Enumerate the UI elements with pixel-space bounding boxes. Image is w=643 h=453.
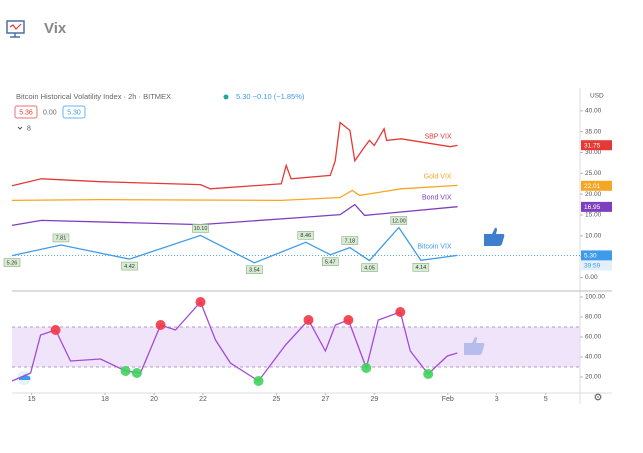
y-tick-label: 100.00 bbox=[585, 294, 605, 301]
signal-marker bbox=[303, 315, 314, 325]
y-tick-label: 10.00 bbox=[585, 233, 602, 240]
value-label: 4.05 bbox=[364, 265, 375, 271]
x-tick-label: 29 bbox=[370, 396, 378, 403]
value-label-box bbox=[361, 263, 378, 272]
settings-icon[interactable]: ⚙ bbox=[594, 393, 603, 404]
value-label-box bbox=[390, 216, 408, 225]
status-dot bbox=[223, 94, 229, 100]
value-label: 4.42 bbox=[124, 264, 135, 270]
value-label: 12.00 bbox=[392, 218, 406, 224]
value-label-box bbox=[341, 236, 359, 245]
y-tick-label: 15.00 bbox=[585, 212, 602, 219]
value-label: 10.10 bbox=[194, 226, 208, 232]
y-tick-label: 20.00 bbox=[585, 374, 602, 381]
series-line bbox=[11, 226, 458, 264]
price-label-box bbox=[581, 180, 612, 191]
signal-marker bbox=[195, 297, 206, 307]
price-label: 22.01 bbox=[584, 183, 601, 190]
x-tick-label: 15 bbox=[28, 396, 36, 403]
signal-marker bbox=[131, 368, 142, 378]
series-label: Gold VIX bbox=[424, 173, 452, 180]
x-tick-label: 18 bbox=[101, 396, 109, 403]
x-tick-label: Feb bbox=[442, 396, 454, 403]
value-label-box bbox=[246, 265, 263, 274]
input-box[interactable] bbox=[62, 105, 86, 119]
series-label: Bitcoin VIX bbox=[417, 243, 452, 250]
y-tick-label: 30.00 bbox=[585, 149, 602, 156]
price-label-box bbox=[581, 250, 612, 261]
x-tick-label: 25 bbox=[273, 396, 281, 403]
signal-marker bbox=[423, 369, 434, 379]
x-tick-label: 3 bbox=[495, 396, 499, 403]
y-tick-label: 80.00 bbox=[585, 314, 602, 321]
signal-marker bbox=[50, 325, 61, 335]
chevron[interactable] bbox=[17, 126, 23, 130]
price-label-box bbox=[581, 140, 612, 151]
value-label: 7.81 bbox=[56, 236, 67, 242]
input-box[interactable] bbox=[14, 105, 38, 119]
value-label: 7.18 bbox=[345, 238, 356, 244]
value-label: 5.26 bbox=[7, 260, 18, 266]
interval[interactable]: 8 bbox=[27, 125, 31, 132]
price-label: 31.75 bbox=[584, 142, 601, 149]
input-value: 5.36 bbox=[19, 109, 33, 116]
x-tick-label: 27 bbox=[321, 396, 329, 403]
value-label: 3.54 bbox=[249, 268, 260, 274]
signal-marker bbox=[343, 315, 354, 325]
value-label-box bbox=[322, 257, 339, 266]
input-value: 0.00 bbox=[43, 109, 57, 116]
series-label: Bond VIX bbox=[422, 195, 452, 202]
signal-marker bbox=[253, 376, 264, 386]
value-label: 5.47 bbox=[325, 259, 336, 265]
series-line bbox=[11, 203, 458, 227]
series-line bbox=[11, 121, 458, 190]
quote: 5.30 −0.10 (−1.85%) bbox=[236, 92, 305, 101]
value-label: 8.46 bbox=[300, 233, 311, 239]
y-tick-label: 60.00 bbox=[585, 334, 602, 341]
y-tick-label: 40.00 bbox=[585, 354, 602, 361]
y-tick-label: 25.00 bbox=[585, 170, 602, 177]
y-tick-label: 0.00 bbox=[585, 274, 598, 281]
y-tick-label: 35.00 bbox=[585, 128, 602, 135]
input-value: 5.30 bbox=[67, 109, 81, 116]
x-tick-label: 5 bbox=[544, 396, 548, 403]
y-tick-label: 20.00 bbox=[585, 191, 602, 198]
page-title: Vix bbox=[44, 20, 67, 37]
countdown: 39:59 bbox=[584, 263, 601, 270]
price-label-box bbox=[581, 201, 612, 212]
price-label: 5.30 bbox=[584, 253, 597, 260]
x-tick-label: 22 bbox=[199, 396, 207, 403]
value-label: 4.14 bbox=[416, 265, 427, 271]
x-tick-label: 20 bbox=[150, 396, 158, 403]
value-label-box bbox=[3, 258, 21, 267]
value-label-box bbox=[52, 233, 70, 243]
chart-title: Bitcoin Historical Volatility Index · 2h… bbox=[16, 92, 171, 101]
signal-marker bbox=[361, 363, 372, 373]
countdown-box bbox=[581, 260, 612, 271]
series-line bbox=[11, 184, 458, 202]
signal-marker bbox=[395, 307, 406, 317]
price-label: 16.95 bbox=[584, 204, 601, 211]
series-label: SBP VIX bbox=[424, 133, 451, 140]
value-label-box bbox=[297, 231, 315, 240]
signal-marker bbox=[120, 366, 131, 376]
unit-label: USD bbox=[590, 93, 604, 100]
y-tick-label: 40.00 bbox=[585, 108, 602, 115]
value-label-box bbox=[412, 263, 430, 272]
value-label-box bbox=[121, 261, 138, 271]
app-icon bbox=[6, 20, 25, 38]
value-label-box bbox=[192, 224, 209, 233]
signal-marker bbox=[155, 320, 166, 330]
